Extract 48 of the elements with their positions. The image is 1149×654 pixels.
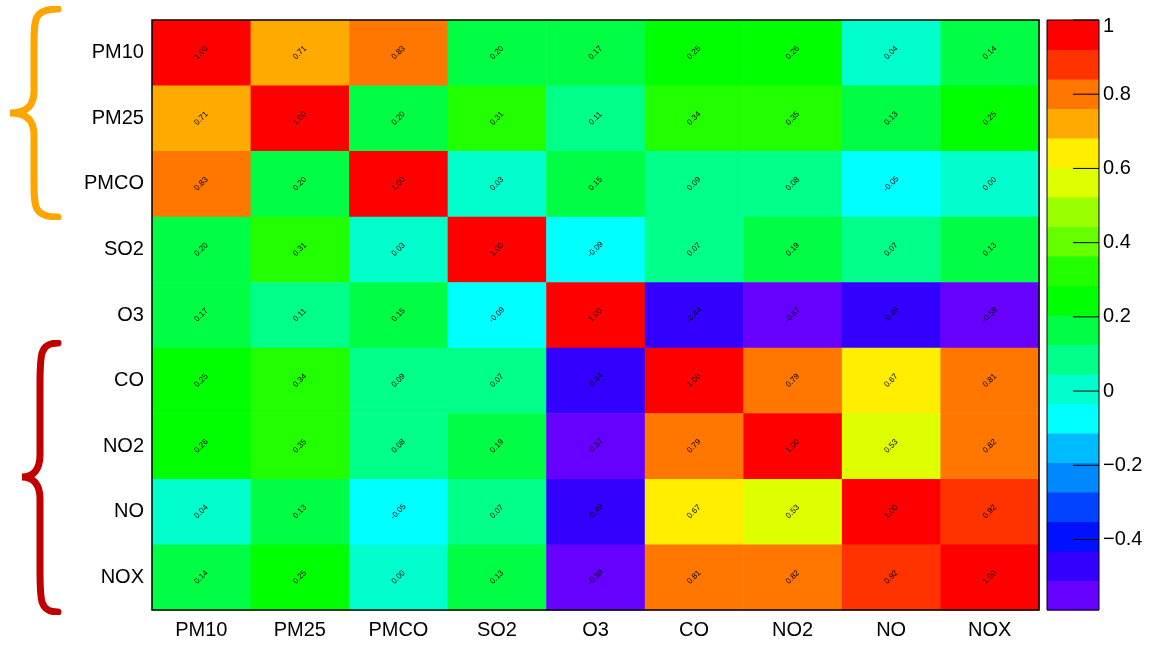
color-bar-label: 0.6 bbox=[1103, 155, 1131, 178]
y-tick-label: PM10 bbox=[91, 40, 144, 63]
data-label: 0.71 bbox=[192, 109, 211, 127]
x-tick-label: NO bbox=[876, 617, 907, 640]
color-bar-label: 0.8 bbox=[1103, 81, 1131, 104]
y-tick-label: O3 bbox=[117, 302, 144, 325]
data-label: 1.00 bbox=[192, 43, 211, 62]
y-tick-label: CO bbox=[114, 368, 144, 391]
data-label: 0.71 bbox=[290, 43, 309, 62]
x-tick-label: PM10 bbox=[175, 617, 228, 640]
data-label: 0.09 bbox=[685, 174, 703, 193]
y-tick-label: NO2 bbox=[102, 433, 144, 456]
data-label: 0.03 bbox=[488, 174, 506, 193]
data-label: 0.00 bbox=[980, 174, 999, 193]
x-tick-label: NOX bbox=[968, 617, 1012, 640]
y-tick-label: PMCO bbox=[84, 171, 144, 194]
data-label: 0.20 bbox=[290, 174, 309, 193]
data-label: 0.31 bbox=[290, 240, 309, 258]
x-tick-label: O3 bbox=[582, 617, 609, 640]
data-label: 0.20 bbox=[488, 43, 506, 62]
data-label: 0.31 bbox=[488, 109, 506, 127]
data-label: 0.83 bbox=[192, 174, 211, 193]
color-bar-label: −0.2 bbox=[1103, 452, 1143, 475]
data-label: 0.08 bbox=[783, 174, 802, 193]
data-label: 0.11 bbox=[586, 109, 605, 127]
y-tick-label: NO bbox=[114, 499, 144, 522]
data-label: 0.14 bbox=[980, 43, 999, 62]
data-label: 1.00 bbox=[685, 371, 703, 390]
data-label: 0.81 bbox=[980, 371, 999, 390]
x-tick-label: PMCO bbox=[368, 617, 429, 640]
data-label: 0.15 bbox=[389, 305, 408, 324]
data-label: 0.81 bbox=[685, 567, 703, 586]
x-tick-label: NO2 bbox=[772, 617, 814, 640]
x-tick-label: CO bbox=[679, 617, 710, 640]
y-tick-label: PM25 bbox=[91, 105, 144, 128]
x-tick-label: PM25 bbox=[273, 617, 326, 640]
y-tick-label: SO2 bbox=[103, 236, 144, 259]
color-bar-label: 0 bbox=[1103, 378, 1115, 401]
y-tick-label: NOX bbox=[100, 564, 144, 587]
color-bar-label: −0.4 bbox=[1103, 527, 1143, 550]
color-bar-label: 0.2 bbox=[1103, 304, 1131, 327]
data-label: 0.11 bbox=[291, 305, 309, 324]
x-tick-label: SO2 bbox=[476, 617, 517, 640]
data-label: 1.00 bbox=[882, 502, 901, 521]
color-bar-label: 0.4 bbox=[1103, 230, 1131, 253]
data-label: 0.83 bbox=[389, 43, 408, 62]
color-bar-label: 1 bbox=[1103, 13, 1115, 36]
data-label: 0.04 bbox=[882, 43, 901, 62]
